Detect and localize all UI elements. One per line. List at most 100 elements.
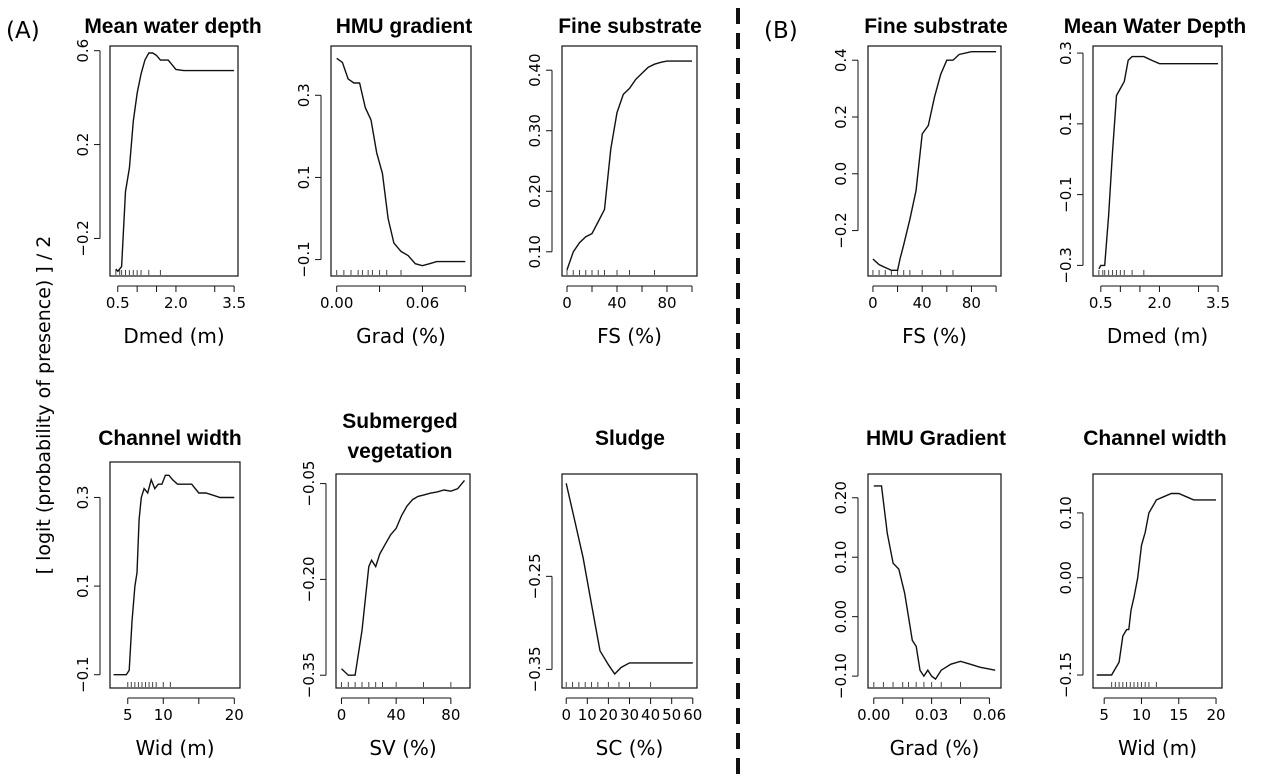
response-curve — [341, 479, 466, 676]
response-curve — [565, 483, 693, 676]
y-tick-label: 0.10 — [526, 235, 544, 268]
x-tick-label: 80 — [441, 706, 460, 724]
x-tick-label: 30 — [620, 706, 639, 724]
plot-frame — [867, 45, 1002, 277]
plot-frame — [109, 461, 241, 689]
chart-panel: Sludge 0 10 20 30 40 50 60 SC (%) −0.35 −0.25 — [526, 427, 702, 760]
y-tick-label: 0.20 — [526, 175, 544, 208]
y-tick-label: 0.10 — [1057, 496, 1075, 529]
global-y-axis-label: [ logit (probability of presence) ] / 2 — [33, 236, 55, 575]
y-tick-label: −0.35 — [300, 652, 318, 698]
plot-frame — [335, 473, 471, 689]
chart-panel: Mean water depth 0.5 2.0 3.5 Dmed (m) −0.2 0.2… — [74, 15, 262, 348]
y-tick-label: 0.6 — [74, 39, 92, 63]
y-tick-label: 0.30 — [526, 114, 544, 147]
y-tick-label: −0.2 — [74, 220, 92, 256]
plot-frame — [561, 45, 698, 277]
x-tick-label: 2.0 — [1148, 294, 1172, 312]
x-axis-label: Grad (%) — [356, 324, 446, 348]
plot-frame — [867, 473, 1002, 689]
chart-title: Submerged — [342, 410, 458, 433]
x-tick-label: 80 — [657, 294, 676, 312]
x-tick-label: 40 — [607, 294, 626, 312]
chart-title: Sludge — [595, 427, 665, 450]
y-tick-label: −0.1 — [295, 241, 313, 277]
x-tick-label: 0 — [868, 294, 878, 312]
x-tick-label: 3.5 — [1206, 294, 1230, 312]
x-tick-label: 0.00 — [320, 294, 353, 312]
x-tick-label: 50 — [662, 706, 681, 724]
response-curve — [336, 57, 466, 267]
y-tick-label: −0.3 — [1057, 247, 1075, 283]
response-curve — [873, 485, 996, 681]
plot-frame — [1092, 45, 1223, 277]
y-tick-label: 0.3 — [295, 83, 313, 107]
x-axis-label: Wid (m) — [135, 736, 214, 760]
plot-frame — [1092, 473, 1223, 689]
y-tick-label: −0.1 — [1057, 176, 1075, 212]
y-tick-label: 0.10 — [832, 541, 850, 574]
x-tick-label: 15 — [1169, 706, 1188, 724]
x-tick-label: 0.5 — [106, 294, 130, 312]
x-tick-label: 0 — [562, 294, 572, 312]
y-tick-label: −0.1 — [74, 656, 92, 692]
x-tick-label: 10 — [578, 706, 597, 724]
chart-title: Channel width — [98, 427, 242, 450]
x-tick-label: 0 — [337, 706, 347, 724]
chart-title: HMU gradient — [336, 15, 473, 38]
x-axis-label: FS (%) — [902, 324, 967, 348]
y-tick-label: −0.05 — [300, 461, 318, 507]
y-tick-label: 0.2 — [74, 133, 92, 157]
plot-frame — [109, 45, 239, 277]
chart-panel: Channel width 5 10 20 Wid (m) −0.1 0.1 0.3 — [74, 427, 244, 760]
x-axis-label: Grad (%) — [890, 736, 980, 760]
x-tick-label: 5 — [123, 706, 133, 724]
chart-panel: Mean Water Depth 0.5 2.0 3.5 Dmed (m) −0.3 −0.… — [1057, 15, 1246, 348]
y-tick-label: 0.3 — [1057, 41, 1075, 65]
chart-panel: Fine substrate 0 40 80 FS (%) −0.2 0.0 0.2 0.4 — [832, 15, 1008, 348]
chart-title: Mean water depth — [84, 15, 261, 38]
x-tick-label: 10 — [154, 706, 173, 724]
x-tick-label: 20 — [225, 706, 244, 724]
response-curve — [872, 51, 997, 271]
chart-title: vegetation — [347, 440, 452, 463]
y-tick-label: −0.15 — [1057, 652, 1075, 698]
chart-panel: Channel width 5 10 15 20 Wid (m) −0.15 0.00 0.10 — [1057, 427, 1227, 760]
y-tick-label: −0.35 — [526, 646, 544, 692]
y-tick-label: 0.3 — [74, 486, 92, 510]
response-curve — [113, 474, 235, 676]
x-axis-label: Dmed (m) — [1107, 324, 1208, 348]
y-tick-label: −0.10 — [832, 653, 850, 699]
panel-label-a: (A) — [6, 18, 40, 44]
x-tick-label: 0.00 — [857, 706, 890, 724]
plot-frame — [561, 473, 698, 689]
chart-title: Channel width — [1083, 427, 1227, 450]
x-tick-label: 40 — [913, 294, 932, 312]
y-tick-label: 0.4 — [832, 48, 850, 72]
chart-title: Fine substrate — [558, 15, 702, 38]
chart-panel: Fine substrate 0 40 80 FS (%) 0.10 0.20 0.30 0.4… — [526, 15, 702, 348]
x-tick-label: 2.0 — [164, 294, 188, 312]
chart-title: HMU Gradient — [866, 427, 1006, 450]
x-tick-label: 5 — [1099, 706, 1109, 724]
x-tick-label: 60 — [683, 706, 702, 724]
chart-title: Fine substrate — [864, 15, 1008, 38]
chart-panel: HMU Gradient 0.00 0.03 0.06 Grad (%) −0.10 0.0… — [832, 427, 1006, 760]
x-tick-label: 0.03 — [915, 706, 948, 724]
response-curve — [1098, 55, 1219, 270]
y-tick-label: 0.1 — [74, 574, 92, 598]
chart-panels: Mean water depth 0.5 2.0 3.5 Dmed (m) −0.2 0.2… — [74, 15, 1246, 760]
chart-title: Mean Water Depth — [1064, 15, 1246, 38]
y-tick-label: −0.20 — [300, 556, 318, 602]
x-tick-label: 40 — [387, 706, 406, 724]
y-tick-label: −0.25 — [526, 553, 544, 599]
x-tick-label: 10 — [1132, 706, 1151, 724]
x-tick-label: 40 — [641, 706, 660, 724]
x-tick-label: 0.06 — [406, 294, 439, 312]
x-tick-label: 20 — [599, 706, 618, 724]
y-tick-label: 0.0 — [832, 162, 850, 186]
x-tick-label: 3.5 — [222, 294, 246, 312]
y-tick-label: 0.20 — [832, 481, 850, 514]
y-tick-label: 0.00 — [1057, 561, 1075, 594]
